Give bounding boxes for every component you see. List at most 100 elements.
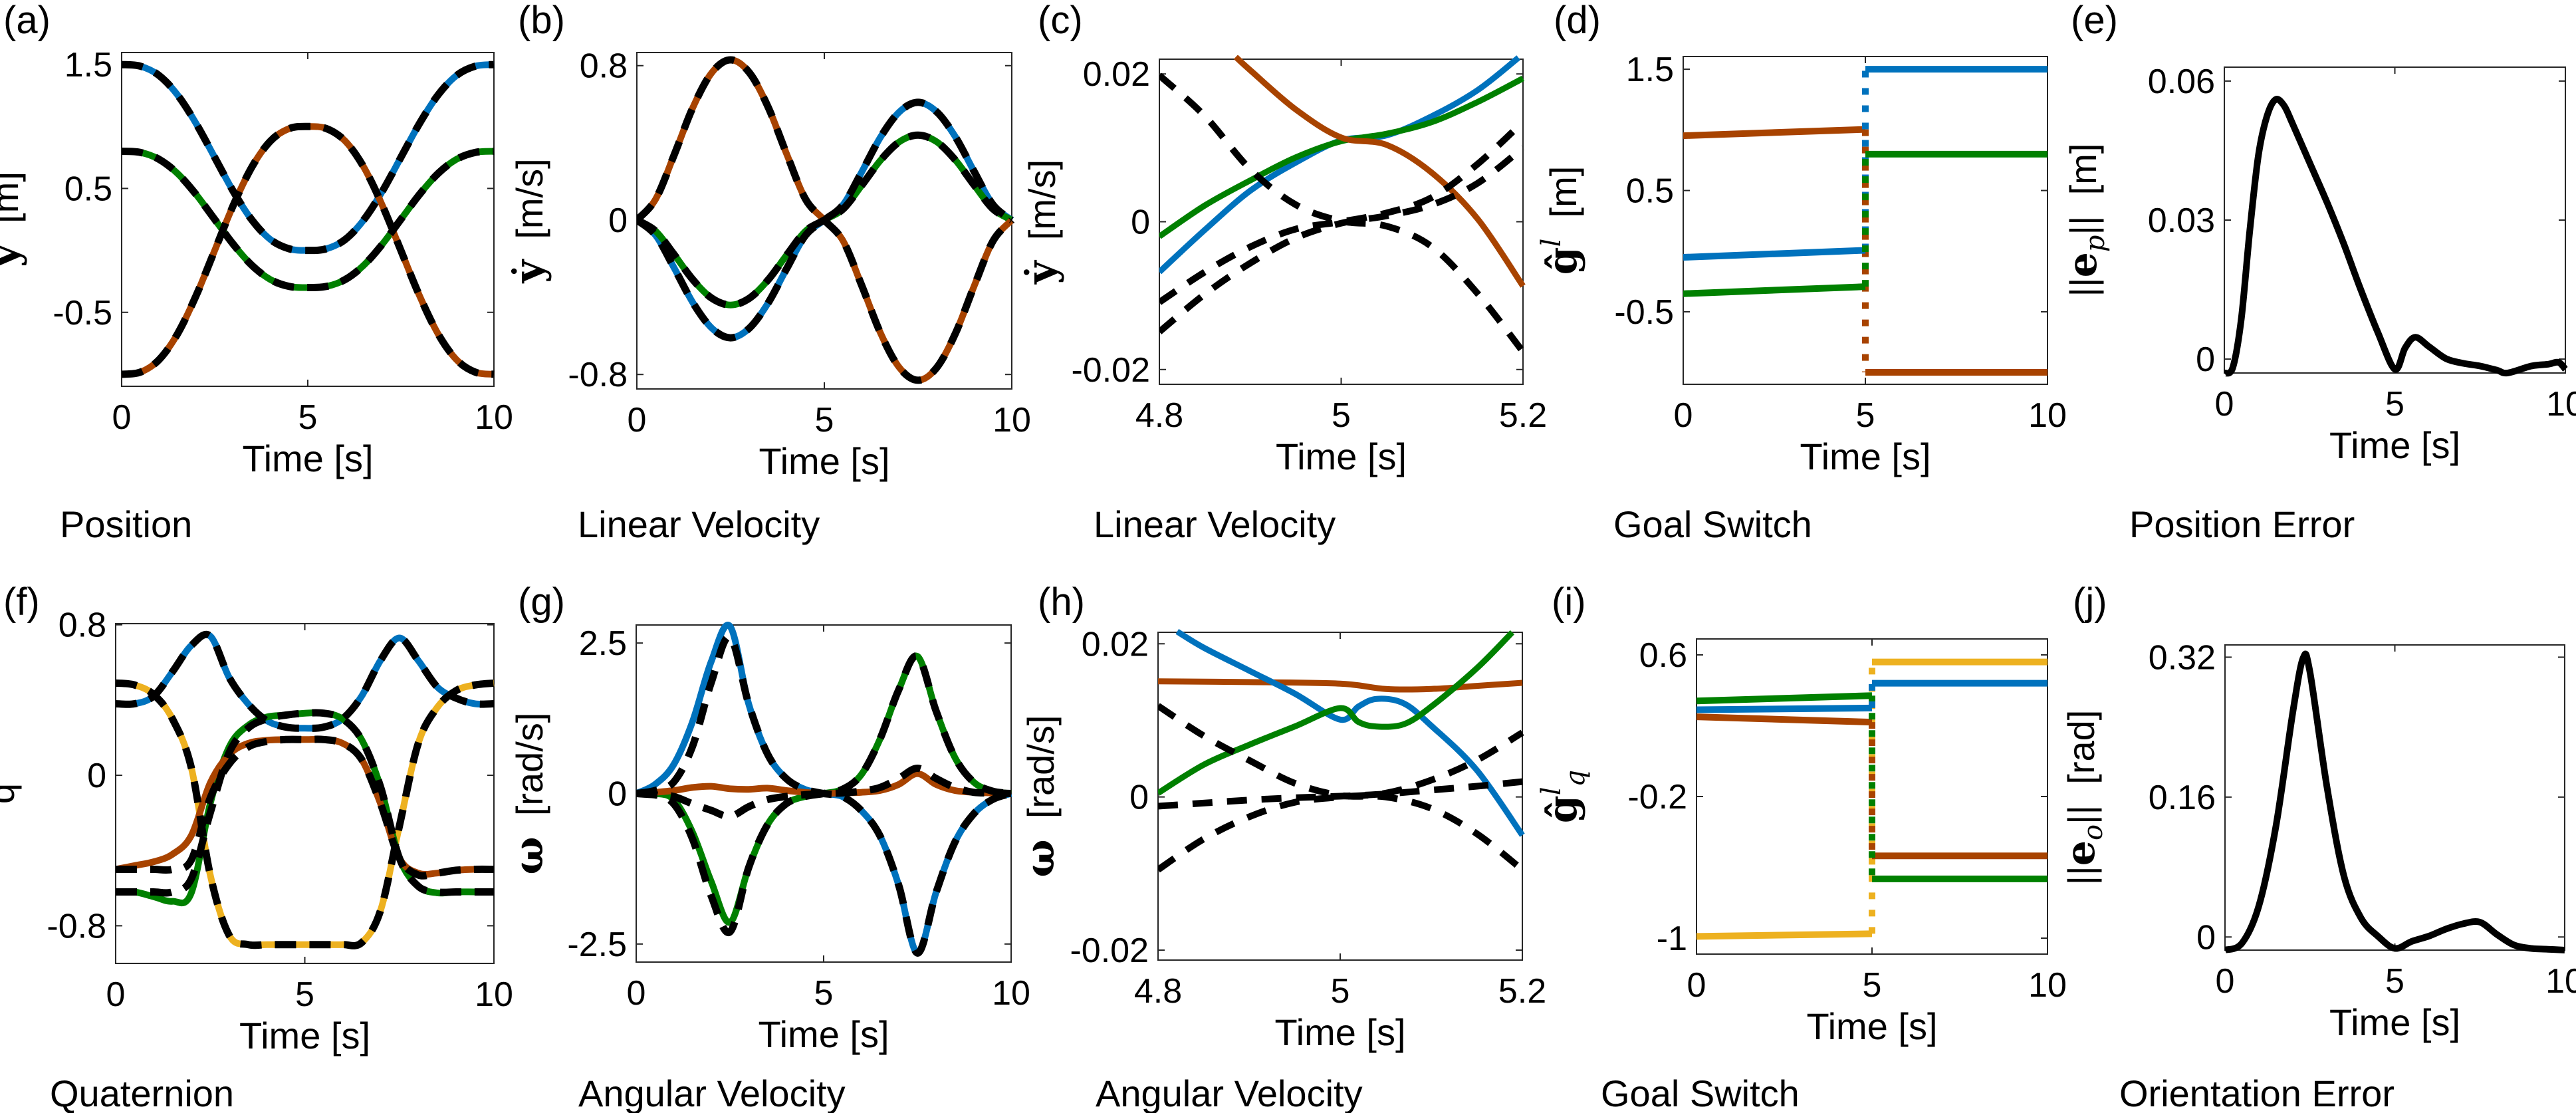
x-axis-label: Time [s]: [239, 1015, 370, 1056]
panel-caption: Angular Velocity: [1096, 1072, 1363, 1113]
x-tick-label: 10: [2028, 966, 2067, 1005]
y-axis-label: ĝlq: [1536, 770, 1591, 823]
panel-h: (h) Angular Velocity 4.8 5 5.2 0.02 0 -0.02 Time…: [1017, 580, 1546, 1113]
y-axis-label-sub: o: [2078, 824, 2109, 840]
y-tick-label: 0.02: [1082, 625, 1149, 664]
y-axis-label: ẏ [m/s]: [506, 158, 552, 283]
y-tick-label: 1.5: [64, 46, 112, 84]
y-tick-label: 0.5: [1626, 172, 1674, 211]
panel-label: (b): [518, 0, 565, 42]
y-axis-label-math: ẏ: [1018, 259, 1065, 285]
panel-j: (j) Orientation Error 0 5 10 0.32 0.16 0 Time [s…: [2057, 580, 2576, 1113]
plot-area: [2224, 96, 2568, 377]
panel-caption: Goal Switch: [1613, 503, 1812, 545]
y-axis-label: y [m]: [0, 172, 28, 268]
y-axis-label: ω [rad/s]: [506, 713, 552, 875]
y-axis-label-unit: [m]: [1542, 166, 1584, 239]
plot-area: [1697, 658, 2048, 940]
y-tick-label: -0.02: [1070, 931, 1149, 970]
panel-label: (c): [1038, 0, 1083, 42]
panel-label: (a): [3, 0, 51, 42]
reference-line: [122, 148, 495, 292]
panel-label: (g): [518, 580, 565, 624]
x-tick-label: 0: [1674, 396, 1693, 435]
y-axis-label-unit: [m/s]: [1021, 160, 1063, 261]
panel-c: (c) Linear Velocity 4.8 5 5.2 0.02 0 -0.02 Time …: [1018, 0, 1547, 545]
goal-before-line: [1683, 126, 1866, 140]
y-tick-label: 0.32: [2149, 638, 2216, 677]
x-tick-label: 5: [815, 401, 834, 439]
x-tick-label: 0: [627, 974, 646, 1013]
plot-area: [116, 630, 495, 949]
plot-area: [1683, 66, 2048, 376]
series-line: [1233, 55, 1526, 288]
goal-before-line: [1697, 713, 1873, 726]
x-tick-label: 0: [106, 975, 126, 1014]
y-tick-label: 0: [2196, 918, 2216, 957]
series-line: [1175, 628, 1525, 837]
axes-box: [2224, 644, 2565, 951]
y-axis-label: ω [rad/s]: [1017, 715, 1064, 878]
x-axis-label: Time [s]: [1806, 1005, 1937, 1047]
goal-before-line: [1697, 930, 1873, 940]
plot-area: [636, 622, 1012, 957]
y-axis-label-unit: [m/s]: [509, 158, 550, 259]
panel-caption: Linear Velocity: [578, 503, 820, 545]
x-tick-label: 5.2: [1498, 972, 1546, 1011]
plot-area: [2225, 650, 2565, 953]
reference-line: [1158, 703, 1525, 873]
y-axis-label-sub: q: [1560, 770, 1591, 787]
x-tick-label: 0: [112, 398, 132, 437]
y-axis-label-math: ω: [1017, 839, 1064, 877]
y-tick-label: 0: [87, 757, 106, 795]
reference-line: [122, 61, 495, 255]
reference-line: [636, 764, 1012, 820]
y-axis-label-unit: || [rad]: [2060, 710, 2102, 824]
y-tick-label: 0: [1131, 203, 1150, 242]
goal-before-line: [1697, 704, 1873, 713]
goal-before-line: [1683, 247, 1866, 261]
y-axis-label: ||ep|| [m]: [2059, 144, 2111, 297]
x-axis-label: Time [s]: [2329, 424, 2460, 466]
axes-box: [2224, 66, 2566, 374]
y-axis-label-math: y: [0, 243, 28, 268]
x-axis-label: Time [s]: [1276, 435, 1407, 477]
y-tick-label: 0: [1129, 779, 1149, 817]
y-axis-label-math: e: [2057, 840, 2104, 866]
x-tick-label: 5: [1856, 396, 1875, 435]
panel-d: (d) Goal Switch 0 5 10 1.5 0.5 -0.5 Time [s] ĝl […: [1536, 0, 2067, 545]
x-tick-label: 5.2: [1499, 396, 1547, 435]
y-tick-label: 2.5: [579, 624, 627, 663]
y-tick-label: 0.02: [1083, 55, 1150, 94]
y-axis-label-sup: l: [1536, 239, 1567, 247]
x-axis-label: Time [s]: [758, 1013, 889, 1055]
x-tick-label: 5: [814, 974, 834, 1013]
x-axis-label: Time [s]: [2329, 1001, 2460, 1043]
y-axis-label-unit: [rad/s]: [1020, 715, 1062, 840]
panel-caption: Position Error: [2129, 503, 2355, 545]
y-axis-label-math: ω: [506, 836, 552, 874]
y-tick-label: 0.6: [1639, 636, 1687, 675]
x-tick-label: 10: [993, 401, 1031, 439]
y-axis-label-math: ĝ: [1540, 247, 1586, 275]
panel-label: (e): [2071, 0, 2118, 42]
series-line: [2225, 650, 2565, 953]
y-axis-label-unit: [m]: [0, 172, 26, 244]
panel-label: (i): [1552, 580, 1586, 624]
y-tick-label: -0.8: [47, 907, 106, 945]
plot-area: [1158, 628, 1525, 873]
panel-caption: Angular Velocity: [578, 1072, 846, 1113]
x-tick-label: 10: [475, 398, 513, 437]
panel-a: (a) Position 0 5 10 1.5 0.5 -0.5 Time [s] y [m]: [0, 0, 513, 545]
y-axis-label-math: ĝ: [1540, 795, 1586, 823]
reference-line: [637, 98, 1014, 342]
y-tick-label: 0.03: [2148, 201, 2215, 240]
x-tick-label: 4.8: [1134, 972, 1182, 1011]
y-axis-label: q: [0, 783, 22, 804]
panel-caption: Orientation Error: [2119, 1072, 2395, 1113]
x-tick-label: 5: [2385, 385, 2404, 424]
x-axis-label: Time [s]: [242, 437, 373, 479]
reference-line: [1158, 778, 1523, 810]
y-axis-label-unit: || [m]: [2062, 144, 2104, 235]
